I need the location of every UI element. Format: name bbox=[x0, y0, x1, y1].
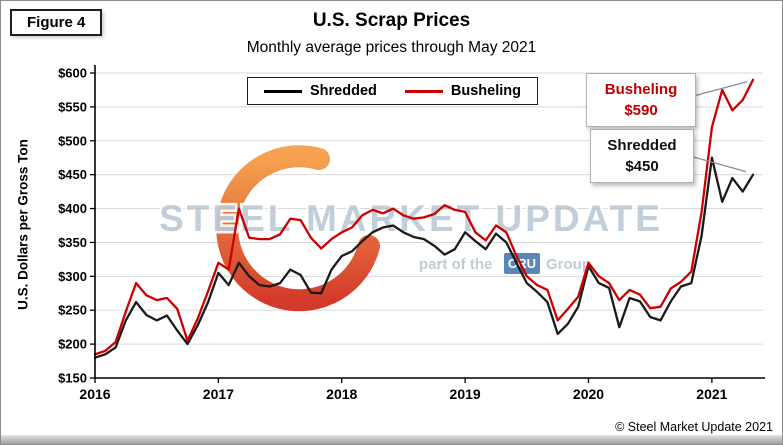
copyright-text: © Steel Market Update 2021 bbox=[615, 420, 773, 434]
y-tick-label: $550 bbox=[58, 99, 87, 114]
y-tick-label: $200 bbox=[58, 337, 87, 352]
series-line-shredded bbox=[93, 156, 755, 359]
y-tick-label: $500 bbox=[58, 133, 87, 148]
watermark-swoosh-icon bbox=[216, 145, 380, 312]
x-tick-label: 2017 bbox=[203, 386, 234, 402]
annotation-shredded-label: Shredded bbox=[607, 137, 677, 154]
x-tick-label: 2018 bbox=[326, 386, 357, 402]
busheling-line-swatch-icon bbox=[404, 89, 443, 93]
y-axis-label: U.S. Dollars per Gross Ton bbox=[15, 139, 31, 310]
y-tick-label: $250 bbox=[58, 303, 87, 318]
series-layer bbox=[93, 78, 755, 359]
watermark-subtext-suffix: Group bbox=[546, 256, 591, 273]
x-tick-label: 2021 bbox=[696, 386, 727, 402]
chart-title: U.S. Scrap Prices bbox=[312, 10, 471, 31]
annotation-shredded: Shredded $450 bbox=[590, 129, 694, 183]
watermark-subtext-prefix: part of the bbox=[419, 256, 492, 273]
y-tick-label: $350 bbox=[58, 235, 87, 250]
y-tick-label: $450 bbox=[58, 167, 87, 182]
legend: Shredded Busheling bbox=[247, 77, 538, 105]
y-tick-label: $600 bbox=[58, 66, 87, 81]
x-tick-label: 2019 bbox=[450, 386, 481, 402]
annotation-busheling-label: Busheling bbox=[604, 81, 678, 98]
annotation-shredded-value: $450 bbox=[625, 158, 659, 175]
chart-subtitle: Monthly average prices through May 2021 bbox=[246, 39, 537, 56]
x-tick-label: 2020 bbox=[573, 386, 604, 402]
legend-label-busheling: Busheling bbox=[450, 83, 521, 99]
axis-layer: $150 $200 $250 $300 $350 $400 $450 $500 $550 $600… bbox=[58, 65, 765, 402]
legend-label-shredded: Shredded bbox=[310, 83, 377, 99]
y-tick-label: $300 bbox=[58, 269, 87, 284]
bottom-window-strip bbox=[1, 435, 782, 444]
y-tick-label: $150 bbox=[58, 371, 87, 386]
annotation-busheling: Busheling $590 bbox=[586, 73, 696, 127]
y-tick-label: $400 bbox=[58, 201, 87, 216]
legend-item-shredded: Shredded bbox=[264, 83, 377, 99]
series-line-busheling bbox=[93, 78, 755, 356]
annotation-busheling-value: $590 bbox=[624, 102, 658, 119]
shredded-line-swatch-icon bbox=[264, 89, 302, 93]
legend-item-busheling: Busheling bbox=[404, 83, 521, 99]
x-tick-label: 2016 bbox=[79, 386, 110, 402]
busheling-callout-line bbox=[685, 81, 748, 99]
figure-label: Figure 4 bbox=[10, 9, 103, 36]
